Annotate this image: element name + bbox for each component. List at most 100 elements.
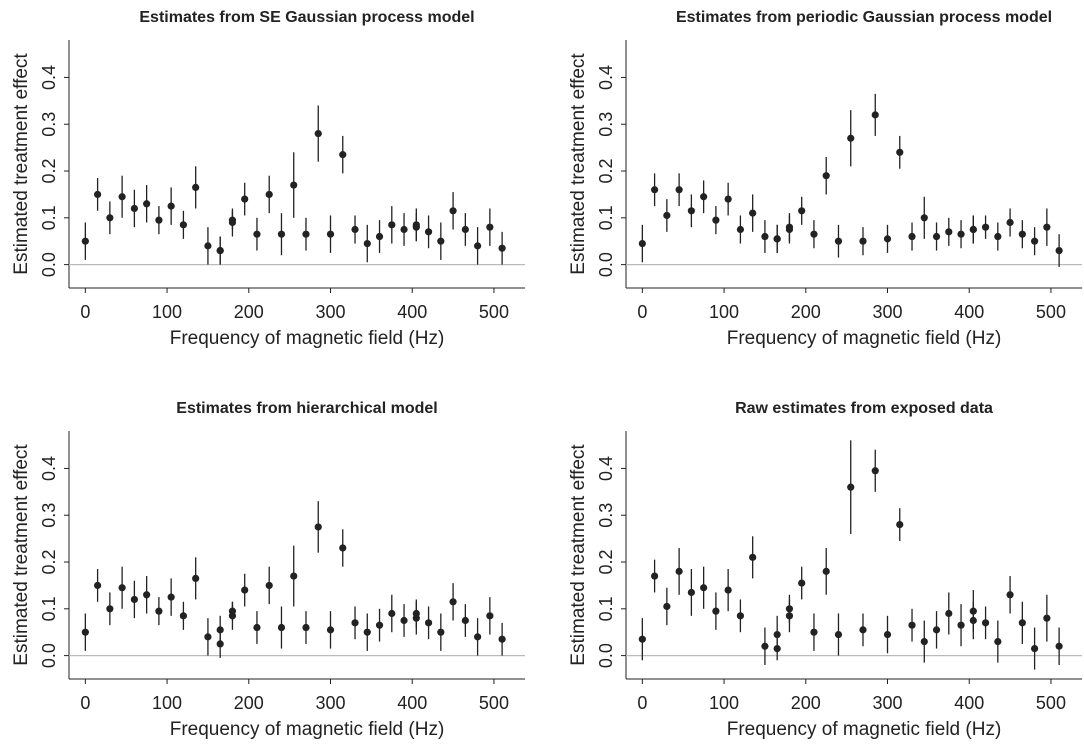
y-tick-label: 0.0	[39, 252, 59, 277]
chart-title: Raw estimates from exposed data	[735, 400, 993, 417]
panel: Estimates from periodic Gaussian process…	[568, 9, 1082, 349]
y-tick-label: 0.0	[596, 643, 616, 668]
y-axis-label: Estimated treatment effect	[568, 444, 589, 666]
point	[314, 129, 322, 138]
y-tick-label: 0.1	[596, 596, 616, 621]
point	[1006, 591, 1014, 599]
y-tick-label: 0.3	[596, 112, 616, 137]
chart-title: Estimates from SE Gaussian process model	[139, 9, 474, 26]
x-tick-label: 200	[234, 302, 264, 322]
point	[474, 633, 482, 641]
point	[449, 598, 457, 606]
point	[424, 619, 433, 627]
point	[155, 216, 163, 224]
point	[130, 595, 138, 604]
point	[847, 134, 855, 142]
point	[277, 623, 286, 632]
x-tick-label: 100	[152, 302, 182, 322]
panel: Raw estimates from exposed data Frequency…	[568, 400, 1082, 740]
point	[1031, 237, 1039, 245]
point	[871, 111, 879, 119]
point	[932, 626, 941, 634]
point	[859, 237, 867, 245]
point	[687, 588, 695, 597]
point	[339, 544, 347, 552]
x-tick-label: 100	[709, 302, 739, 322]
point	[773, 630, 781, 639]
point	[785, 612, 794, 620]
y-tick-label: 0.0	[39, 643, 59, 668]
point	[712, 216, 720, 224]
point	[167, 593, 175, 601]
point	[388, 609, 396, 618]
point	[118, 584, 126, 592]
point	[761, 232, 769, 241]
point	[375, 232, 384, 241]
point	[871, 467, 879, 475]
y-tick-label: 0.3	[39, 112, 59, 137]
point	[896, 148, 904, 156]
x-axis-label: Frequency of magnetic field (Hz)	[170, 719, 445, 740]
point	[216, 246, 224, 255]
point	[798, 579, 806, 587]
x-tick-label: 500	[1036, 302, 1066, 322]
y-tick-label: 0.2	[39, 159, 59, 184]
x-tick-label: 500	[1036, 693, 1066, 713]
x-tick-label: 400	[397, 693, 427, 713]
panel: Estimates from hierarchical model Frequen…	[11, 400, 525, 740]
point	[859, 626, 867, 634]
y-tick-label: 0.4	[596, 65, 616, 90]
point	[675, 567, 683, 575]
point	[326, 626, 335, 634]
x-tick-label: 100	[709, 693, 739, 713]
point	[994, 232, 1002, 241]
point	[638, 239, 646, 248]
point	[130, 204, 138, 213]
point	[143, 200, 151, 208]
point	[663, 602, 671, 611]
point	[883, 630, 892, 639]
point	[302, 230, 310, 238]
point	[326, 230, 335, 238]
point	[192, 574, 200, 582]
x-tick-label: 0	[637, 693, 647, 713]
x-tick-label: 300	[872, 302, 902, 322]
point	[339, 151, 347, 159]
y-axis-label: Estimated treatment effect	[11, 53, 32, 275]
x-tick-label: 500	[479, 302, 509, 322]
point	[461, 616, 469, 625]
y-tick-label: 0.2	[596, 159, 616, 184]
y-tick-label: 0.2	[596, 550, 616, 575]
point	[204, 633, 212, 641]
point	[461, 225, 469, 234]
point	[228, 216, 237, 224]
point	[810, 230, 818, 238]
point	[834, 630, 843, 639]
point	[908, 621, 916, 629]
point	[437, 237, 445, 245]
x-tick-label: 300	[872, 693, 902, 713]
point	[498, 244, 506, 252]
x-tick-label: 0	[80, 302, 90, 322]
y-tick-label: 0.1	[39, 596, 59, 621]
point	[290, 181, 298, 189]
x-tick-label: 400	[397, 302, 427, 322]
point	[106, 605, 114, 613]
point	[724, 586, 732, 594]
point	[265, 190, 273, 199]
point	[920, 637, 928, 646]
x-tick-label: 100	[152, 693, 182, 713]
point	[957, 230, 965, 238]
point	[932, 232, 941, 241]
point	[1006, 218, 1014, 227]
y-tick-label: 0.0	[596, 252, 616, 277]
point	[167, 202, 175, 210]
x-axis-label: Frequency of magnetic field (Hz)	[727, 328, 1002, 349]
x-tick-label: 400	[954, 693, 984, 713]
point	[302, 623, 310, 632]
point	[314, 523, 322, 531]
point	[945, 228, 953, 236]
point	[388, 221, 396, 229]
y-tick-label: 0.3	[596, 503, 616, 528]
chart-title: Estimates from hierarchical model	[176, 400, 437, 417]
